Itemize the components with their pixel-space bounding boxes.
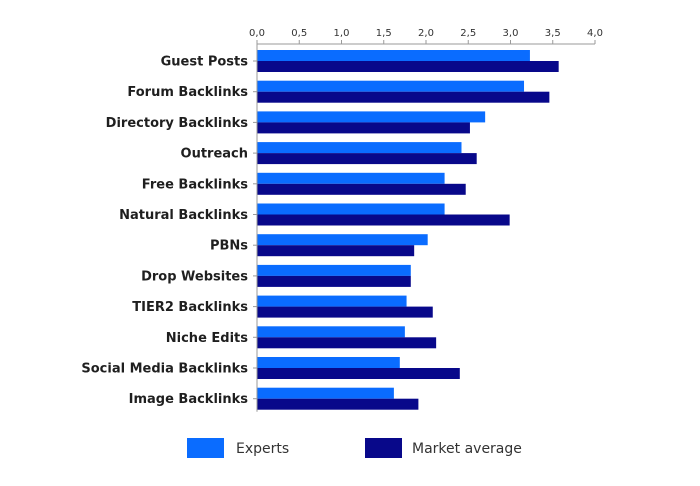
bar-market-average bbox=[257, 245, 415, 257]
x-tick-label: 0,5 bbox=[291, 28, 307, 39]
bar-market-average bbox=[257, 398, 419, 410]
x-tick-label: 0,0 bbox=[249, 28, 265, 39]
category-label: Guest Posts bbox=[161, 55, 249, 70]
x-tick-label: 3,5 bbox=[545, 28, 561, 39]
bar-experts bbox=[257, 111, 486, 123]
bar-experts bbox=[257, 50, 530, 61]
category-label: Forum Backlinks bbox=[127, 85, 248, 100]
bar-experts bbox=[257, 203, 445, 215]
bar-experts bbox=[257, 326, 405, 338]
bar-experts bbox=[257, 234, 428, 246]
category-label: Outreach bbox=[181, 147, 248, 162]
bar-market-average bbox=[257, 183, 466, 195]
category-label: Image Backlinks bbox=[129, 392, 249, 407]
bar-market-average bbox=[257, 275, 411, 287]
x-tick-label: 2,5 bbox=[460, 28, 476, 39]
bar-experts bbox=[257, 295, 407, 307]
x-tick-label: 1,5 bbox=[376, 28, 392, 39]
category-label: Drop Websites bbox=[141, 269, 248, 284]
x-tick-label: 3,0 bbox=[503, 28, 519, 39]
bar-market-average bbox=[257, 61, 559, 72]
category-label: Social Media Backlinks bbox=[81, 362, 248, 377]
bar-market-average bbox=[257, 368, 460, 379]
category-label: PBNs bbox=[210, 239, 248, 254]
bar-market-average bbox=[257, 153, 477, 165]
bar-experts bbox=[257, 172, 445, 184]
bar-experts bbox=[257, 357, 400, 368]
bar-experts bbox=[257, 264, 411, 276]
legend-label-market-average: Market average bbox=[412, 441, 522, 457]
bar-experts bbox=[257, 387, 394, 399]
category-label: Directory Backlinks bbox=[106, 116, 249, 131]
x-tick-label: 2,0 bbox=[418, 28, 434, 39]
bar-market-average bbox=[257, 214, 510, 226]
legend-swatch-market-average bbox=[365, 438, 402, 458]
category-label: TIER2 Backlinks bbox=[132, 300, 248, 315]
legend-label-experts: Experts bbox=[236, 441, 289, 457]
bar-market-average bbox=[257, 91, 550, 103]
bar-market-average bbox=[257, 337, 437, 349]
category-label: Free Backlinks bbox=[142, 177, 248, 192]
bar-experts bbox=[257, 142, 462, 154]
bar-experts bbox=[257, 80, 525, 92]
x-tick-label: 4,0 bbox=[587, 28, 603, 39]
bar-market-average bbox=[257, 306, 433, 318]
category-label: Natural Backlinks bbox=[119, 208, 248, 223]
legend-swatch-experts bbox=[187, 438, 224, 458]
category-label: Niche Edits bbox=[166, 331, 248, 346]
bar-market-average bbox=[257, 122, 470, 134]
x-tick-label: 1,0 bbox=[334, 28, 350, 39]
